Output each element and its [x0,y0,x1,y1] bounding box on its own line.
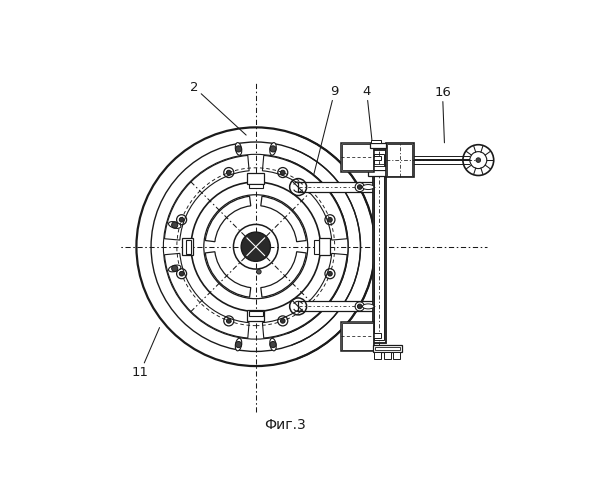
Circle shape [328,218,332,222]
Bar [375,352,381,359]
Bar [368,170,386,175]
Bar [298,182,377,192]
Circle shape [358,184,362,190]
Bar [368,166,386,170]
Bar [247,173,264,184]
Text: 9: 9 [314,84,339,176]
Bar [386,143,413,178]
Bar [387,144,412,176]
Bar [341,322,374,350]
Circle shape [171,266,178,272]
Bar [182,238,193,255]
Circle shape [358,304,362,308]
Circle shape [235,342,241,347]
Bar [187,240,191,254]
Circle shape [235,146,241,152]
Bar [370,164,384,166]
Bar [371,333,381,338]
Bar [342,323,373,349]
Text: Фиг.3: Фиг.3 [264,418,306,432]
Circle shape [171,222,178,228]
Circle shape [476,158,480,162]
Ellipse shape [270,338,276,351]
Circle shape [280,318,285,323]
Bar [319,238,330,255]
Ellipse shape [168,265,181,272]
Circle shape [257,270,261,274]
Ellipse shape [362,304,374,309]
Ellipse shape [235,142,242,155]
Circle shape [280,170,285,175]
Circle shape [179,218,184,222]
Bar [375,347,400,350]
Bar [247,310,264,320]
Bar [384,352,390,359]
Bar [373,346,402,352]
Text: 2: 2 [190,81,246,135]
Circle shape [179,272,184,276]
Ellipse shape [168,222,181,228]
Bar [371,156,381,160]
Bar [342,144,373,171]
Bar [370,143,386,148]
Bar [373,150,386,343]
Bar [375,154,384,340]
Text: 11: 11 [132,328,159,378]
Bar [298,302,377,312]
Circle shape [270,342,276,347]
Bar [371,140,381,143]
Circle shape [226,318,231,323]
Bar [249,312,263,316]
Circle shape [270,146,276,152]
Ellipse shape [270,142,276,155]
Circle shape [241,232,271,262]
Bar [249,184,263,188]
Text: 16: 16 [434,86,451,143]
Bar [393,352,400,359]
Circle shape [328,272,332,276]
Ellipse shape [362,184,374,190]
Bar [314,240,319,254]
Circle shape [226,170,231,175]
Text: 4: 4 [362,84,375,170]
Ellipse shape [235,338,242,351]
Bar [341,143,374,172]
